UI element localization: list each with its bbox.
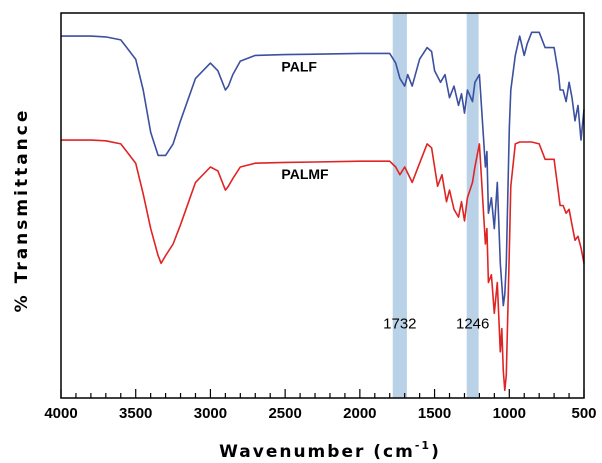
plot-frame	[60, 12, 585, 399]
band-label: 1246	[456, 316, 489, 333]
x-tick-label: 2500	[268, 405, 301, 422]
series-line-palf	[61, 31, 585, 307]
x-tick-label: 2000	[343, 405, 376, 422]
x-axis-ticks	[60, 389, 585, 398]
x-tick-label: 500	[571, 405, 596, 422]
series-labels: PALF PALMF	[281, 58, 329, 182]
highlight-bands	[392, 13, 479, 398]
band-label: 1732	[383, 316, 416, 333]
series-lines	[61, 31, 585, 392]
x-axis-title: Wavenumber (cm-1)	[219, 439, 441, 462]
series-label-palf: PALF	[281, 58, 317, 74]
band-labels: 1732 1246	[383, 316, 489, 333]
y-axis-title: % Transmittance	[12, 108, 32, 313]
highlight-band	[392, 13, 407, 398]
x-tick-label: 4000	[44, 405, 77, 422]
series-line-palmf	[61, 139, 585, 392]
series-label-palmf: PALMF	[281, 166, 329, 182]
x-axis-title-superscript: -1	[415, 439, 431, 452]
x-tick-label: 1000	[493, 405, 526, 422]
x-tick-label: 3000	[194, 405, 227, 422]
x-tick-label: 1500	[418, 405, 451, 422]
x-tick-label: 3500	[119, 405, 152, 422]
highlight-band	[466, 13, 479, 398]
x-axis-tick-labels: 4000 3500 3000 2500 2000 1500 1000 500	[44, 405, 596, 422]
